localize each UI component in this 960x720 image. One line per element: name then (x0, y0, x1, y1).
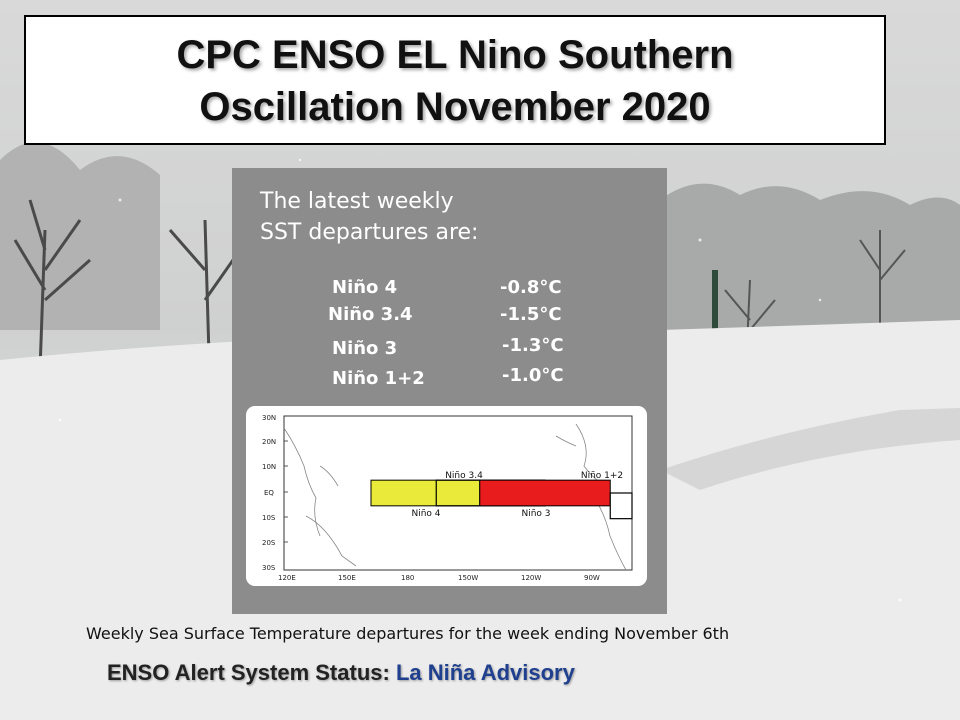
lat-axis-labels: 30N 20N 10N EQ 10S 20S 30S (262, 414, 276, 572)
status-value: La Niña Advisory (395, 660, 575, 685)
lat-label: 10S (262, 514, 276, 522)
lat-label: 30N (262, 414, 276, 422)
region-value-nino34: -1.5°C (500, 304, 562, 325)
region-label-nino3: Niño 3 (332, 338, 398, 359)
lon-label: 180 (401, 574, 414, 582)
title-box: CPC ENSO EL Nino Southern Oscillation No… (24, 15, 886, 145)
nino-region-boxes (370, 479, 633, 520)
region-label-nino4: Niño 4 (332, 277, 398, 298)
nino-regions-map: Niño 3.4 Niño 4 Niño 3 Niño 1+2 30N 20N … (262, 414, 633, 582)
region-value-nino12: -1.0°C (502, 365, 564, 386)
lon-label: 90W (584, 574, 600, 582)
enso-alert-status: ENSO Alert System Status: La Niña Adviso… (107, 660, 575, 686)
status-separator: : (382, 660, 396, 685)
region-label-nino34: Niño 3.4 (328, 304, 413, 325)
region-value-nino4: -0.8°C (500, 277, 562, 298)
intro-line-2: SST departures are: (260, 220, 479, 245)
lat-label: EQ (264, 489, 274, 497)
lon-label: 150E (338, 574, 356, 582)
lat-label: 20S (262, 539, 276, 547)
lon-axis-labels: 120E 150E 180 150W 120W 90W (278, 574, 600, 582)
region-label-nino12: Niño 1+2 (332, 368, 425, 389)
nino4-box (370, 479, 481, 507)
lat-label: 10N (262, 463, 276, 471)
region-value-nino3: -1.3°C (502, 335, 564, 356)
sst-departures-panel: The latest weekly SST departures are: Ni… (232, 168, 667, 614)
lon-label: 120E (278, 574, 296, 582)
panel-intro: The latest weekly SST departures are: (260, 186, 478, 248)
nino12-box (609, 492, 633, 520)
nino3-box (479, 479, 611, 507)
page-title-line-2: Oscillation November 2020 (199, 85, 711, 129)
lon-label: 120W (521, 574, 541, 582)
lat-label: 30S (262, 564, 276, 572)
lon-label: 150W (458, 574, 478, 582)
nino12-box-label: Niño 1+2 (581, 471, 623, 481)
map-ticks (284, 440, 288, 543)
map-caption: Weekly Sea Surface Temperature departure… (86, 624, 730, 643)
intro-line-1: The latest weekly (260, 189, 454, 214)
nino4-box-label: Niño 4 (411, 509, 440, 519)
lat-label: 20N (262, 438, 276, 446)
page-title-line-1: CPC ENSO EL Nino Southern (176, 33, 734, 77)
nino3-box-label: Niño 3 (521, 509, 550, 519)
status-label: ENSO Alert System Status (107, 660, 383, 685)
nino-regions-map-frame: Niño 3.4 Niño 4 Niño 3 Niño 1+2 30N 20N … (246, 406, 647, 586)
nino34-box-label: Niño 3.4 (445, 471, 483, 481)
